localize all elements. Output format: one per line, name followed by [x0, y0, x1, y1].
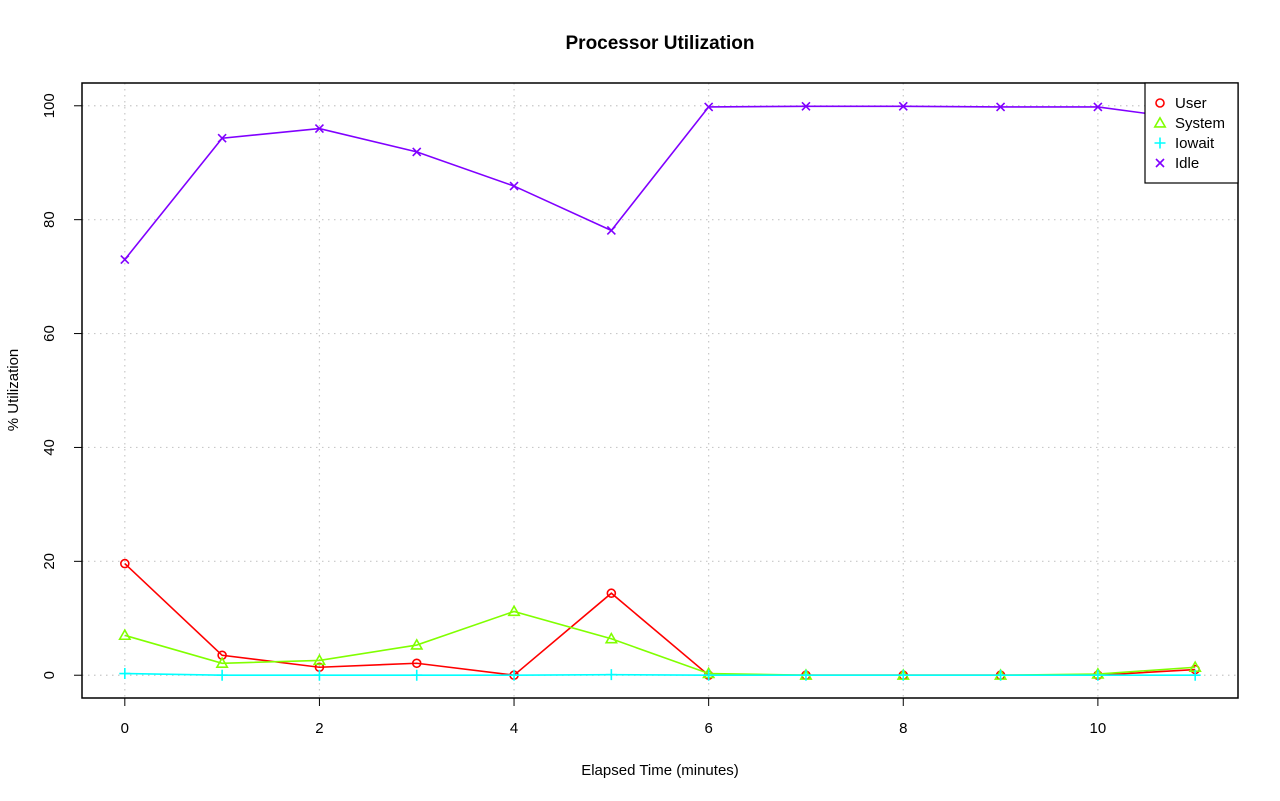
y-tick-label: 60	[41, 325, 58, 342]
legend-marker-iowait	[1154, 137, 1166, 149]
series-system	[118, 604, 1202, 680]
y-tick-label: 40	[41, 439, 58, 456]
data-point-user	[606, 588, 617, 599]
x-tick-label: 10	[1090, 720, 1107, 737]
legend-label-system: System	[1175, 115, 1225, 132]
data-point-iowait	[605, 669, 617, 681]
data-point-idle	[314, 123, 324, 134]
data-point-iowait	[216, 669, 228, 681]
y-tick-label: 0	[41, 671, 58, 679]
data-point-iowait	[119, 668, 131, 680]
y-tick-label: 20	[41, 553, 58, 570]
y-axis-label: % Utilization	[5, 349, 22, 432]
data-point-idle	[412, 147, 422, 157]
x-tick-label: 4	[510, 720, 518, 737]
data-point-idle	[606, 225, 616, 236]
series-line-user	[124, 563, 1196, 677]
data-point-iowait	[313, 669, 325, 681]
data-point-user	[411, 658, 422, 669]
y-tick-label: 80	[41, 211, 58, 228]
data-point-user	[120, 558, 130, 569]
y-tick-label: 100	[41, 93, 58, 118]
data-point-iowait	[508, 669, 520, 681]
legend-label-user: User	[1175, 95, 1207, 112]
data-point-iowait	[411, 669, 423, 681]
x-tick-label: 0	[121, 720, 129, 737]
data-point-idle	[509, 181, 519, 191]
data-point-idle	[120, 254, 130, 265]
data-point-iowait	[897, 669, 909, 681]
data-point-idle	[704, 102, 714, 112]
data-point-system	[410, 638, 424, 650]
data-point-idle	[996, 102, 1006, 112]
x-tick-label: 6	[704, 720, 712, 737]
series-iowait	[119, 668, 1201, 681]
x-tick-label: 2	[315, 720, 323, 737]
data-point-system	[215, 656, 229, 668]
x-axis-label: Elapsed Time (minutes)	[581, 762, 739, 779]
data-point-iowait	[1092, 669, 1104, 681]
series-line-iowait	[124, 672, 1196, 677]
data-point-system	[507, 604, 521, 617]
data-point-system	[604, 631, 618, 644]
data-point-idle	[898, 101, 908, 111]
data-point-idle	[1093, 102, 1103, 112]
series-line-idle	[124, 105, 1196, 261]
data-point-iowait	[995, 669, 1007, 681]
grid-layer	[82, 83, 1238, 698]
series-line-system	[124, 610, 1196, 677]
legend-label-iowait: Iowait	[1175, 135, 1215, 152]
data-point-system	[312, 653, 327, 666]
legend-marker-user	[1155, 98, 1165, 108]
data-point-iowait	[703, 669, 715, 681]
series-layer	[118, 101, 1202, 681]
plot-frame	[81, 82, 1239, 699]
x-tick-label: 8	[899, 720, 907, 737]
legend: User System Iowait Idle	[1144, 82, 1239, 184]
data-point-iowait	[1189, 669, 1201, 681]
legend-marker-system	[1153, 116, 1167, 128]
data-point-iowait	[800, 669, 812, 681]
legend-label-idle: Idle	[1175, 155, 1199, 172]
data-point-system	[118, 628, 132, 641]
data-point-idle	[801, 101, 811, 111]
series-idle	[120, 101, 1200, 265]
data-point-idle	[217, 133, 227, 143]
chart-title: Processor Utilization	[566, 33, 755, 54]
legend-marker-idle	[1155, 158, 1165, 168]
